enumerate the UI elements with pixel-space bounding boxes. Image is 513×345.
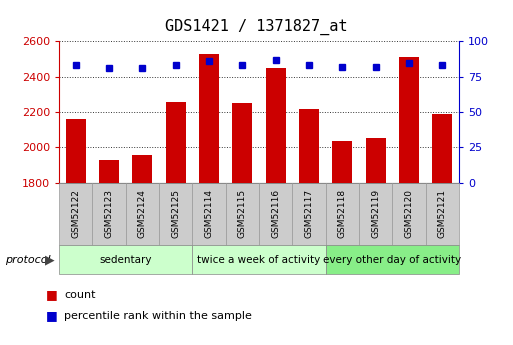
Bar	[166, 101, 186, 183]
Text: twice a week of activity: twice a week of activity	[198, 255, 321, 265]
Bar	[199, 54, 219, 183]
Text: GSM52124: GSM52124	[138, 189, 147, 238]
Text: GSM52125: GSM52125	[171, 189, 180, 238]
Bar	[299, 109, 319, 183]
Text: count: count	[64, 290, 95, 300]
Text: every other day of activity: every other day of activity	[323, 255, 462, 265]
Bar	[399, 57, 419, 183]
Text: ▶: ▶	[46, 253, 55, 266]
Text: protocol: protocol	[5, 255, 51, 265]
Bar	[66, 119, 86, 183]
Bar	[332, 141, 352, 183]
Text: percentile rank within the sample: percentile rank within the sample	[64, 311, 252, 321]
Bar	[266, 68, 286, 183]
Text: GSM52123: GSM52123	[105, 189, 113, 238]
Text: GSM52117: GSM52117	[305, 189, 313, 238]
Text: ■: ■	[46, 288, 58, 302]
Text: GSM52119: GSM52119	[371, 189, 380, 238]
Bar	[99, 160, 119, 183]
Text: GSM52114: GSM52114	[205, 189, 213, 238]
Text: GSM52116: GSM52116	[271, 189, 280, 238]
Bar	[366, 138, 386, 183]
Text: ■: ■	[46, 309, 58, 322]
Bar	[432, 114, 452, 183]
Bar	[132, 155, 152, 183]
Bar	[232, 103, 252, 183]
Text: GSM52118: GSM52118	[338, 189, 347, 238]
Text: sedentary: sedentary	[100, 255, 152, 265]
Text: GSM52121: GSM52121	[438, 189, 447, 238]
Text: GSM52115: GSM52115	[238, 189, 247, 238]
Text: GSM52122: GSM52122	[71, 189, 80, 238]
Text: GSM52120: GSM52120	[405, 189, 413, 238]
Text: GDS1421 / 1371827_at: GDS1421 / 1371827_at	[165, 19, 348, 35]
